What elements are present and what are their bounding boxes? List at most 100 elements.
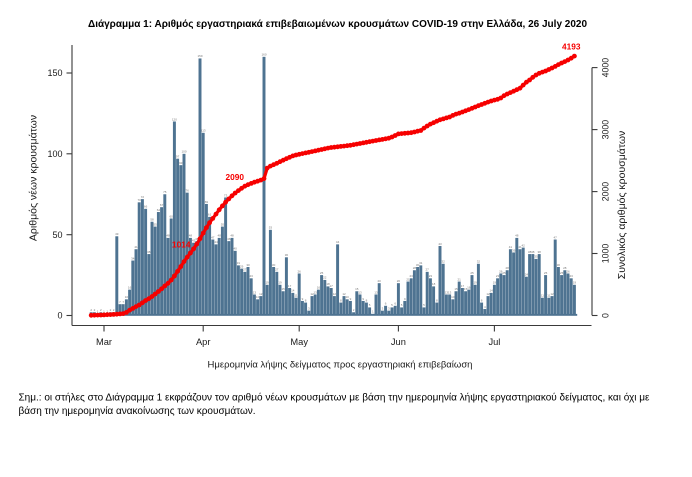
svg-text:1014: 1014 [172, 240, 191, 250]
svg-text:23: 23 [496, 274, 500, 278]
svg-text:15: 15 [355, 287, 359, 291]
svg-text:7: 7 [119, 300, 121, 304]
svg-text:159: 159 [197, 54, 202, 58]
svg-text:14: 14 [291, 289, 295, 293]
svg-text:19: 19 [278, 281, 282, 285]
svg-text:61: 61 [208, 213, 212, 217]
svg-text:150: 150 [47, 68, 62, 78]
svg-text:8: 8 [366, 298, 368, 302]
svg-text:16: 16 [317, 285, 321, 289]
svg-text:21: 21 [406, 277, 410, 281]
svg-text:25: 25 [470, 271, 474, 275]
svg-text:46: 46 [195, 237, 199, 241]
svg-text:67: 67 [160, 203, 164, 207]
svg-text:38: 38 [538, 250, 542, 254]
svg-text:47: 47 [211, 235, 215, 239]
svg-text:72: 72 [141, 195, 145, 199]
svg-text:15: 15 [282, 287, 286, 291]
svg-text:12: 12 [550, 292, 554, 296]
svg-text:60: 60 [170, 214, 174, 218]
svg-text:26: 26 [566, 269, 570, 273]
svg-text:5: 5 [423, 303, 425, 307]
svg-text:Συνολικός αριθμός κρουσμάτων: Συνολικός αριθμός κρουσμάτων [616, 131, 628, 280]
svg-text:44: 44 [214, 240, 218, 244]
svg-text:1: 1 [103, 310, 105, 314]
svg-text:27: 27 [243, 268, 247, 272]
svg-text:12: 12 [259, 292, 263, 296]
svg-text:19: 19 [493, 281, 497, 285]
svg-text:17: 17 [288, 284, 292, 288]
svg-text:2: 2 [110, 308, 112, 312]
svg-text:50: 50 [52, 230, 62, 240]
svg-text:2: 2 [113, 308, 115, 312]
svg-text:13: 13 [358, 290, 362, 294]
svg-text:16: 16 [467, 285, 471, 289]
svg-text:10: 10 [346, 295, 350, 299]
svg-text:160: 160 [261, 53, 266, 57]
svg-text:18: 18 [326, 282, 330, 286]
svg-text:2: 2 [90, 308, 92, 312]
svg-text:45: 45 [192, 239, 196, 243]
svg-text:16: 16 [128, 285, 132, 289]
svg-text:βάση την ημερομηνία ανακοίνωση: βάση την ημερομηνία ανακοίνωσης των κρου… [19, 405, 256, 417]
svg-text:4000: 4000 [601, 58, 611, 78]
svg-text:6: 6 [385, 302, 387, 306]
svg-text:1: 1 [106, 310, 108, 314]
svg-text:24: 24 [525, 273, 529, 277]
svg-text:10: 10 [125, 295, 129, 299]
svg-text:97: 97 [176, 154, 180, 158]
svg-text:27: 27 [426, 268, 430, 272]
svg-text:22: 22 [323, 276, 327, 280]
svg-text:48: 48 [230, 234, 234, 238]
svg-text:13: 13 [314, 290, 318, 294]
svg-text:20: 20 [378, 279, 382, 283]
svg-text:41: 41 [134, 245, 138, 249]
svg-text:1: 1 [372, 310, 374, 314]
svg-text:34: 34 [131, 256, 135, 260]
svg-text:32: 32 [442, 260, 446, 264]
svg-text:5: 5 [369, 303, 371, 307]
svg-text:32: 32 [477, 260, 481, 264]
svg-text:4193: 4193 [562, 41, 581, 51]
svg-text:93: 93 [179, 161, 183, 165]
svg-text:25: 25 [502, 271, 506, 275]
svg-text:66: 66 [144, 205, 148, 209]
svg-text:69: 69 [205, 200, 209, 204]
svg-text:42: 42 [522, 243, 526, 247]
svg-text:12: 12 [342, 292, 346, 296]
svg-text:49: 49 [115, 232, 119, 236]
svg-text:Ημερομηνία λήψης δείγματος προ: Ημερομηνία λήψης δείγματος προς εργαστηρ… [208, 360, 473, 371]
svg-text:13: 13 [374, 290, 378, 294]
svg-text:12: 12 [310, 292, 314, 296]
svg-text:48: 48 [515, 234, 519, 238]
svg-text:8: 8 [340, 298, 342, 302]
svg-text:15: 15 [454, 287, 458, 291]
svg-text:13: 13 [445, 290, 449, 294]
svg-text:2: 2 [100, 308, 102, 312]
svg-text:1000: 1000 [601, 244, 611, 264]
svg-text:3: 3 [388, 306, 390, 310]
svg-text:46: 46 [227, 237, 231, 241]
svg-text:19: 19 [573, 281, 577, 285]
svg-text:70: 70 [138, 198, 142, 202]
svg-text:100: 100 [47, 149, 62, 159]
svg-text:9: 9 [404, 297, 406, 301]
svg-text:30: 30 [246, 263, 250, 267]
svg-text:11: 11 [294, 294, 297, 298]
svg-text:113: 113 [201, 129, 206, 133]
svg-text:3: 3 [382, 306, 384, 310]
svg-text:9: 9 [302, 297, 304, 301]
svg-text:25: 25 [544, 271, 548, 275]
svg-text:8: 8 [436, 298, 438, 302]
svg-text:23: 23 [250, 274, 254, 278]
svg-text:17: 17 [461, 284, 465, 288]
svg-text:5: 5 [401, 303, 403, 307]
svg-text:May: May [290, 337, 308, 347]
svg-text:9: 9 [362, 297, 364, 301]
svg-text:41: 41 [518, 245, 522, 249]
svg-text:15: 15 [464, 287, 468, 291]
svg-text:76: 76 [186, 188, 190, 192]
svg-text:12: 12 [486, 292, 490, 296]
svg-text:Jun: Jun [391, 337, 406, 347]
svg-text:28: 28 [413, 266, 417, 270]
